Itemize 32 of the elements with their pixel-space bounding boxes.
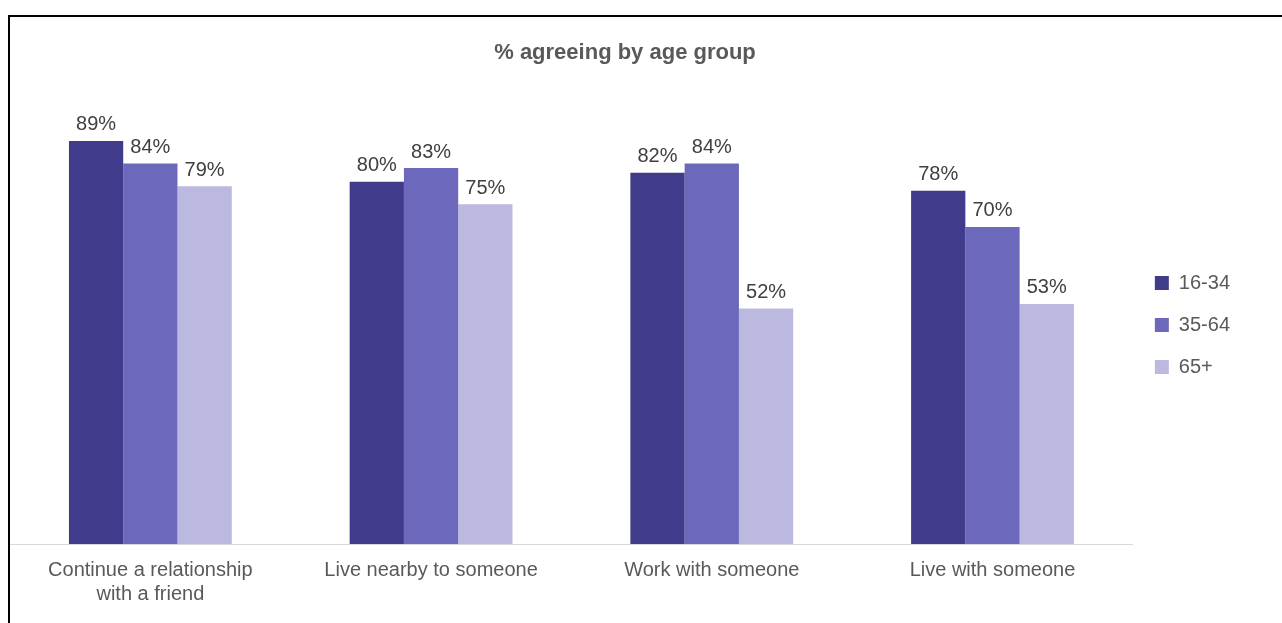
legend-label: 16-34 xyxy=(1178,270,1230,293)
data-label: 82% xyxy=(637,144,678,167)
data-label: 89% xyxy=(76,112,117,135)
bar xyxy=(738,308,794,544)
bar xyxy=(458,204,513,544)
x-tick-label: Live with someone xyxy=(909,557,1076,580)
data-label: 83% xyxy=(411,139,452,162)
bar xyxy=(177,186,232,544)
bar xyxy=(965,226,1020,544)
legend-label: 35-64 xyxy=(1178,312,1230,335)
bar xyxy=(1019,303,1074,544)
legend-label: 65+ xyxy=(1178,354,1213,377)
data-label: 80% xyxy=(356,153,398,176)
data-label: 84% xyxy=(691,135,733,158)
data-label: 70% xyxy=(972,198,1013,221)
data-label: 75% xyxy=(465,175,506,198)
bar xyxy=(684,163,739,544)
bar xyxy=(911,190,966,544)
data-label: 84% xyxy=(130,135,171,158)
bar xyxy=(123,163,178,544)
bar xyxy=(349,181,404,544)
x-tick-label: Continue a relationship with a friend xyxy=(48,557,253,604)
data-label: 78% xyxy=(918,162,959,185)
bar xyxy=(403,168,459,544)
data-label: 53% xyxy=(1026,275,1067,298)
chart-title: % agreeing by age group xyxy=(494,39,756,65)
data-label: 79% xyxy=(184,157,225,180)
x-tick-label: Live nearby to someone xyxy=(324,557,538,580)
x-tick-label: Work with someone xyxy=(624,557,800,580)
data-label: 52% xyxy=(746,280,787,303)
bar xyxy=(68,140,124,544)
bar xyxy=(630,172,685,544)
